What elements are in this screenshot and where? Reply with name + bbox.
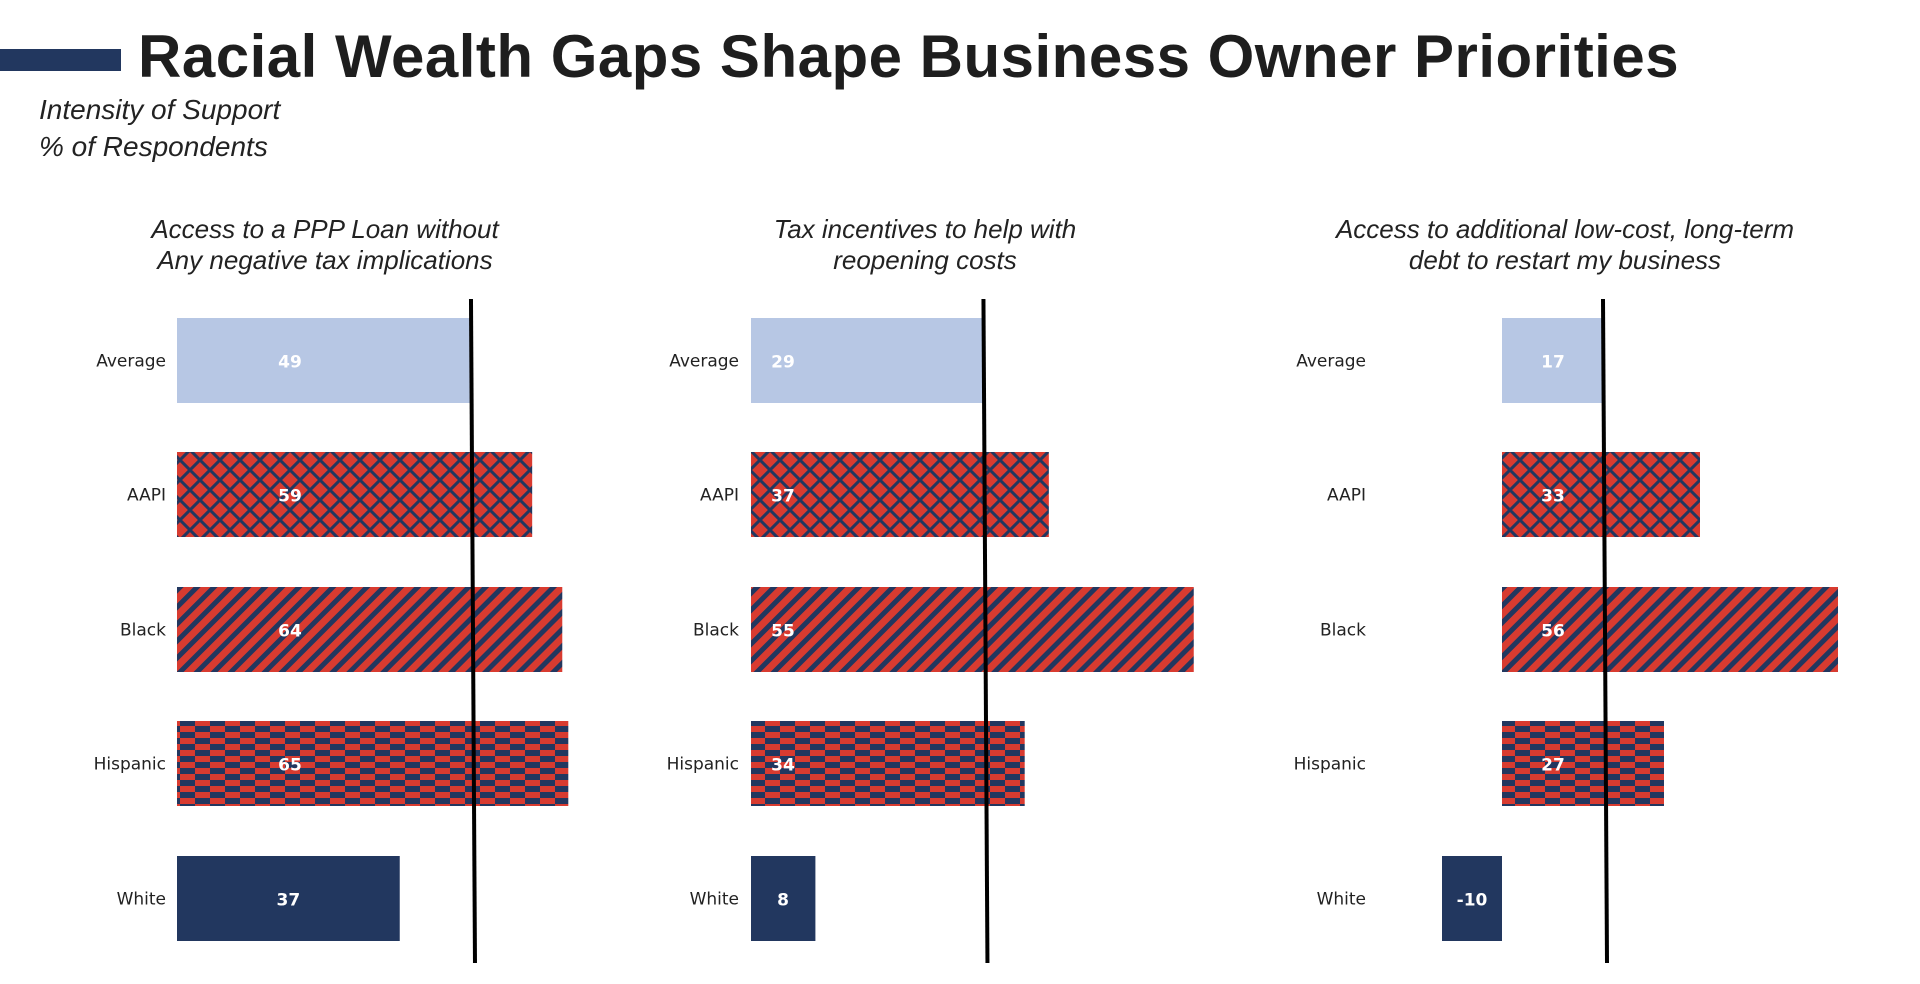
category-label: Black	[693, 621, 739, 641]
value-label: 34	[771, 756, 795, 776]
category-label: AAPI	[700, 486, 739, 506]
bar-white	[751, 856, 816, 941]
chart-3: Access to additional low-cost, long-term…	[1294, 214, 1838, 964]
value-label: 37	[771, 487, 795, 507]
value-label: 33	[1541, 487, 1565, 507]
chart-title: reopening costs	[833, 245, 1017, 275]
subtitle-line-1: Intensity of Support	[39, 94, 281, 125]
bar-white	[177, 856, 400, 941]
value-label: -10	[1457, 891, 1488, 911]
category-label: Average	[96, 352, 166, 372]
value-label: 59	[278, 487, 302, 507]
chart-title: Tax incentives to help with	[774, 214, 1077, 244]
value-label: 56	[1541, 622, 1565, 642]
bar-hispanic	[177, 721, 569, 806]
page-title: Racial Wealth Gaps Shape Business Owner …	[138, 23, 1680, 90]
category-label: AAPI	[1327, 486, 1366, 506]
value-label: 64	[278, 622, 302, 642]
category-label: Hispanic	[94, 755, 166, 775]
category-label: Average	[669, 352, 739, 372]
bar-black	[177, 587, 563, 672]
category-label: Hispanic	[667, 755, 739, 775]
average-reference-line	[468, 298, 477, 964]
category-label: Hispanic	[1294, 755, 1366, 775]
average-reference-line	[1601, 298, 1609, 964]
bar-aapi	[751, 452, 1049, 537]
bar-hispanic	[751, 721, 1025, 806]
bar-white	[1442, 856, 1502, 941]
bar-black	[751, 587, 1194, 672]
chart-title: debt to restart my business	[1409, 245, 1721, 275]
value-label: 8	[777, 891, 789, 911]
value-label: 37	[277, 891, 301, 911]
bar-aapi	[1502, 452, 1700, 537]
average-reference-line	[981, 298, 990, 964]
bar-aapi	[177, 452, 533, 537]
bar-black	[1502, 587, 1838, 672]
category-label: Black	[120, 621, 166, 641]
subtitle-line-2: % of Respondents	[39, 131, 268, 162]
value-label: 29	[771, 353, 795, 373]
value-label: 55	[771, 622, 795, 642]
value-label: 27	[1541, 756, 1565, 776]
category-label: White	[1317, 890, 1366, 910]
category-label: Black	[1320, 621, 1366, 641]
value-label: 17	[1541, 353, 1565, 373]
value-label: 49	[278, 353, 302, 373]
bar-average	[177, 318, 472, 403]
category-label: White	[117, 890, 166, 910]
bar-average	[751, 318, 985, 403]
bar-average	[1502, 318, 1604, 403]
value-label: 65	[278, 756, 302, 776]
title-accent-bar	[0, 49, 121, 71]
category-label: Average	[1296, 352, 1366, 372]
chart-title: Any negative tax implications	[155, 245, 492, 275]
category-label: AAPI	[127, 486, 166, 506]
chart-title: Access to a PPP Loan without	[149, 214, 500, 244]
bar-hispanic	[1502, 721, 1664, 806]
chart-title: Access to additional low-cost, long-term	[1334, 214, 1794, 244]
category-label: White	[690, 890, 739, 910]
